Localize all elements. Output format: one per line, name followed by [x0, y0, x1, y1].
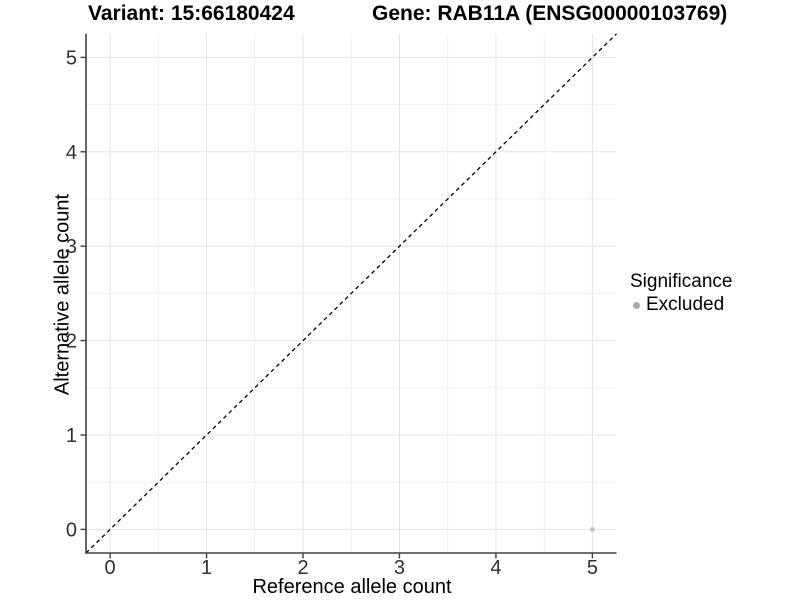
variant-title: Variant: 15:66180424	[88, 2, 295, 25]
svg-text:1: 1	[66, 425, 77, 447]
excluded-point-icon	[633, 301, 640, 309]
gene-title: Gene: RAB11A (ENSG00000103769)	[372, 2, 728, 25]
y-axis-label: Alternative allele count	[51, 193, 74, 396]
svg-text:5: 5	[587, 557, 598, 579]
svg-text:2: 2	[66, 331, 77, 353]
svg-text:0: 0	[66, 519, 77, 541]
svg-text:3: 3	[394, 557, 405, 579]
legend-title: Significance	[630, 271, 733, 292]
legend-item-label: Excluded	[646, 294, 725, 315]
svg-text:5: 5	[66, 47, 77, 69]
svg-text:1: 1	[201, 557, 212, 579]
svg-text:4: 4	[490, 557, 501, 579]
svg-text:0: 0	[105, 557, 116, 579]
svg-text:2: 2	[297, 557, 308, 579]
svg-text:4: 4	[66, 142, 77, 164]
x-axis-label: Reference allele count	[252, 576, 452, 598]
svg-text:3: 3	[66, 236, 77, 258]
legend-item-excluded: Excluded	[630, 294, 732, 316]
legend: Significance Excluded	[630, 271, 732, 316]
